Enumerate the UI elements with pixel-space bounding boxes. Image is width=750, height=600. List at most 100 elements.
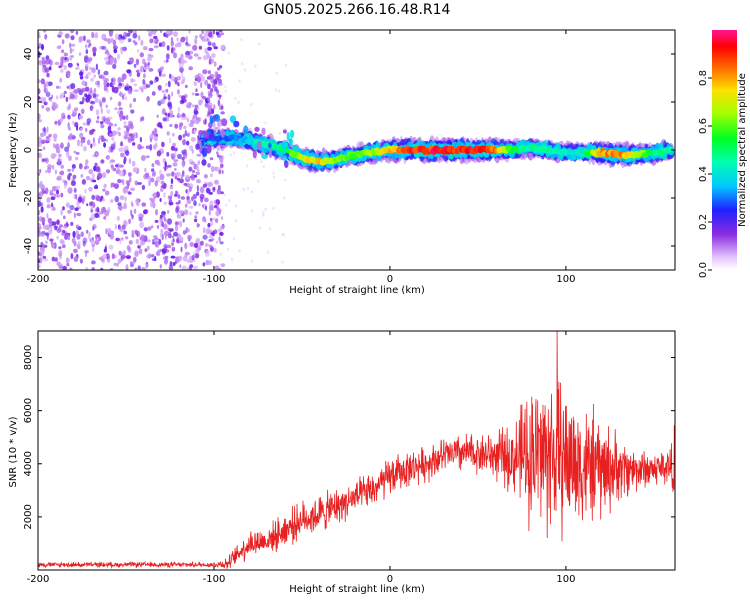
noise-point — [91, 67, 96, 74]
noise-point — [172, 262, 176, 266]
noise-point — [135, 69, 140, 73]
noise-point — [141, 116, 145, 122]
noise-point — [181, 71, 184, 78]
noise-point — [123, 230, 128, 235]
noise-point — [196, 191, 200, 196]
noise-point — [56, 261, 61, 267]
noise-point — [71, 55, 74, 58]
trace-cell — [254, 126, 260, 132]
noise-point — [163, 96, 167, 100]
noise-point — [92, 226, 95, 231]
noise-point — [186, 228, 190, 233]
noise-point — [163, 201, 168, 205]
snr-frame — [37, 330, 676, 571]
noise-point — [70, 35, 75, 41]
noise-point — [148, 47, 154, 52]
noise-point — [51, 256, 55, 262]
noise-point — [217, 94, 222, 98]
noise-point — [157, 162, 161, 166]
noise-point — [203, 32, 208, 38]
spectrogram-y-axis: -40 -20 0 20 40 — [23, 48, 675, 254]
noise-point — [79, 101, 84, 105]
noise-point — [118, 82, 123, 86]
noise-point — [55, 189, 60, 195]
noise-point — [205, 187, 210, 194]
noise-point — [70, 180, 76, 187]
noise-point — [206, 37, 209, 41]
noise-point — [66, 262, 70, 267]
noise-point — [284, 178, 287, 182]
noise-point — [143, 209, 148, 215]
noise-point — [89, 237, 92, 243]
x-tick-label: 0 — [387, 574, 393, 585]
noise-point — [56, 85, 60, 89]
noise-point — [53, 103, 59, 110]
noise-point — [141, 202, 147, 207]
noise-point — [124, 86, 129, 91]
trace-cell — [208, 133, 216, 140]
noise-point — [105, 155, 111, 160]
noise-point — [43, 258, 49, 262]
noise-point — [77, 63, 80, 67]
noise-point — [63, 182, 67, 189]
noise-point — [175, 201, 180, 205]
noise-point — [59, 239, 65, 244]
noise-point — [51, 220, 54, 227]
noise-point — [133, 83, 138, 87]
noise-point — [56, 228, 62, 233]
noise-point — [144, 62, 147, 68]
noise-point — [130, 187, 136, 192]
noise-point — [82, 195, 86, 202]
noise-point — [131, 214, 134, 219]
noise-point — [182, 133, 186, 138]
noise-point — [70, 83, 76, 90]
noise-point — [67, 234, 71, 241]
noise-point — [144, 172, 150, 178]
noise-point — [62, 215, 66, 220]
noise-point — [67, 62, 73, 68]
noise-point — [195, 248, 200, 254]
noise-point — [122, 46, 127, 52]
noise-point — [127, 87, 133, 95]
noise-point — [146, 245, 150, 251]
noise-point — [212, 83, 216, 89]
trace-cell — [284, 160, 289, 169]
noise-point — [193, 53, 199, 57]
noise-point — [141, 184, 146, 191]
noise-point — [138, 35, 141, 41]
signal-trace — [195, 114, 675, 174]
noise-point — [208, 204, 214, 211]
colorbar-tick-label: 0.4 — [698, 166, 709, 182]
noise-point — [176, 213, 180, 219]
trace-cell — [198, 129, 204, 136]
noise-point — [208, 234, 213, 239]
noise-point — [177, 194, 181, 199]
noise-point — [165, 53, 170, 60]
noise-point — [202, 234, 208, 240]
colorbar-tick-label: 0.2 — [698, 214, 709, 230]
noise-point — [119, 195, 125, 201]
noise-point — [111, 136, 115, 141]
noise-point — [136, 49, 140, 53]
noise-point — [240, 38, 243, 42]
trace-cell — [667, 146, 674, 153]
noise-point — [151, 193, 156, 197]
noise-point — [92, 92, 97, 99]
noise-point — [42, 146, 46, 151]
noise-point — [41, 105, 45, 109]
noise-point — [150, 254, 155, 258]
noise-point — [41, 59, 47, 64]
noise-point — [196, 75, 202, 83]
noise-point — [109, 31, 113, 37]
noise-point — [157, 249, 161, 256]
noise-point — [88, 42, 92, 47]
noise-point — [56, 194, 60, 198]
noise-point — [94, 239, 100, 245]
noise-point — [221, 216, 224, 220]
noise-point — [185, 189, 188, 194]
noise-point — [69, 267, 73, 270]
noise-point — [164, 234, 167, 240]
noise-point — [165, 88, 169, 93]
noise-point — [281, 260, 284, 264]
noise-point — [207, 70, 211, 74]
